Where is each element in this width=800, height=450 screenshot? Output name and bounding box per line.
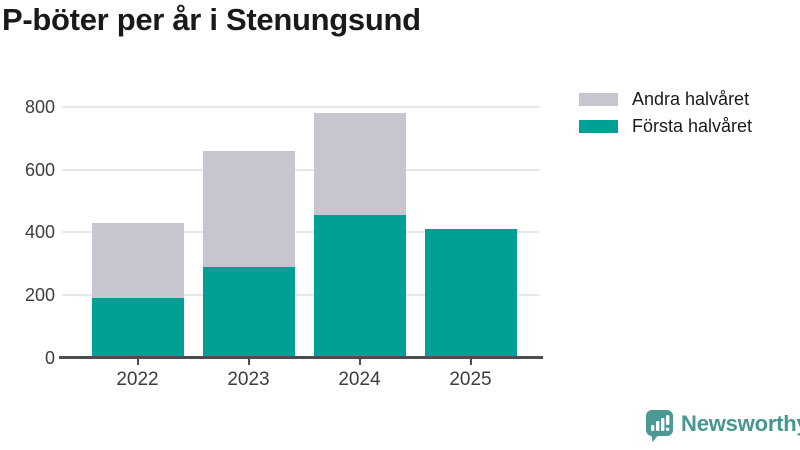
gridline-600: [62, 168, 540, 171]
bar-segment-2023-andra-halv-ret: [202, 150, 295, 267]
legend-item: Första halvåret: [579, 116, 753, 136]
y-tick-label: 600: [24, 159, 55, 180]
chart-title: P-böter per år i Stenungsund: [2, 2, 421, 37]
bar-segment-2023-f-rsta-halv-ret: [202, 266, 295, 358]
bar-segment-2022-andra-halv-ret: [91, 222, 184, 299]
bar-segment-2022-f-rsta-halv-ret: [91, 298, 184, 358]
x-axis-tick-2022: [136, 359, 139, 365]
newsworthy-logo[interactable]: Newsworthy: [646, 409, 800, 442]
newsworthy-bar-chart-speech-bubble-icon: [646, 410, 673, 442]
newsworthy-wordmark: Newsworthy: [681, 411, 800, 436]
legend: Andra halvåret Första halvåret: [579, 89, 753, 146]
legend-label: Andra halvåret: [632, 89, 750, 109]
x-axis-tick-2024: [358, 359, 361, 365]
x-axis-line: [59, 356, 543, 359]
bar-segment-2024-f-rsta-halv-ret: [313, 215, 406, 358]
x-tick-label: 2025: [449, 369, 492, 390]
x-tick-label: 2022: [116, 369, 159, 390]
x-axis-tick-2025: [469, 359, 472, 365]
legend-item: Andra halvåret: [579, 89, 752, 109]
gridline-800: [62, 105, 540, 108]
bar-segment-2025-f-rsta-halv-ret: [424, 229, 517, 358]
y-tick-label: 0: [44, 348, 55, 368]
legend-label: Första halvåret: [632, 116, 753, 136]
gridline-400: [62, 231, 540, 234]
x-tick-label: 2023: [227, 369, 270, 390]
y-tick-label: 800: [24, 96, 55, 117]
legend-swatch-icon: [579, 92, 618, 106]
y-tick-label: 200: [24, 285, 55, 306]
bar-segment-2024-andra-halv-ret: [313, 112, 406, 216]
legend-swatch-icon: [579, 119, 618, 133]
x-axis-tick-2023: [247, 359, 250, 365]
x-tick-label: 2024: [338, 369, 381, 390]
y-tick-label: 400: [24, 222, 55, 243]
gridline-200: [62, 294, 540, 297]
